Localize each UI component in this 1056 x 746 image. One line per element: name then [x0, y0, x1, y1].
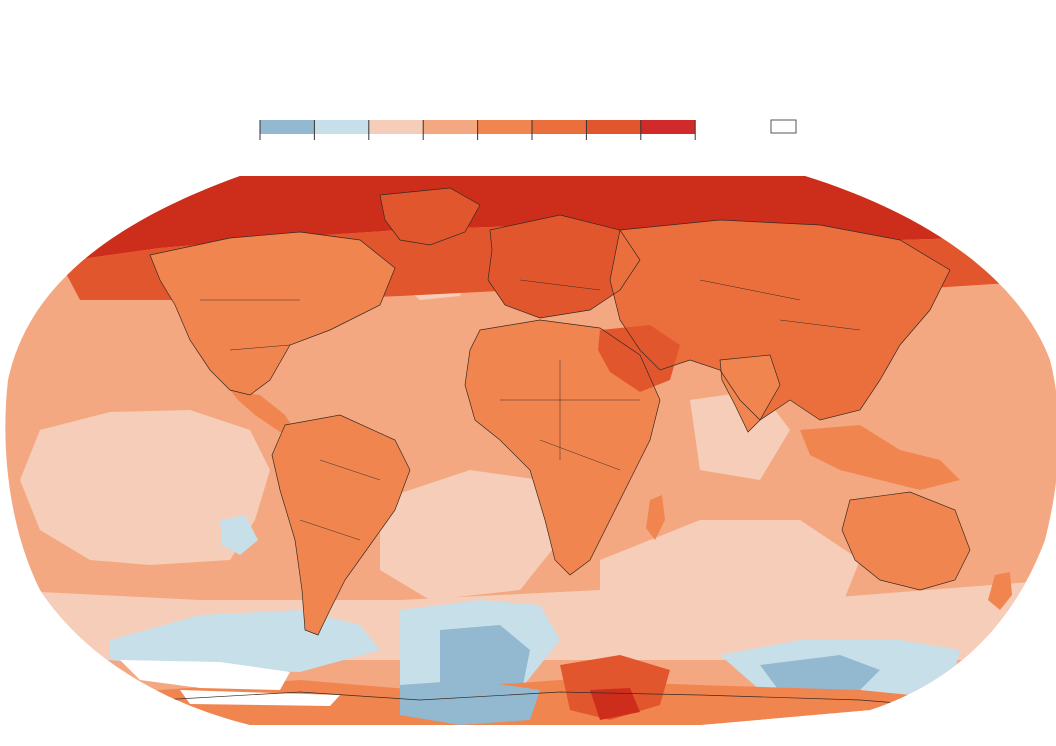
legend-color-scale — [259, 120, 696, 140]
legend-swatch-3 — [368, 120, 424, 134]
cool-pacific-patch — [220, 515, 258, 555]
coast-greenland — [379, 187, 481, 246]
land-central-america — [230, 390, 295, 432]
arctic-hottest — [5, 176, 1056, 270]
mild-pacific — [20, 410, 270, 565]
land-europe — [488, 215, 640, 318]
coastlines — [149, 187, 971, 709]
land-south-america — [272, 415, 410, 635]
land-india — [720, 355, 780, 432]
land-madagascar — [646, 495, 665, 540]
legend — [259, 119, 797, 140]
coast-south-america — [271, 414, 411, 636]
legend-swatch-7 — [586, 120, 641, 134]
no-data-west — [120, 660, 290, 690]
legend-no-data-swatch — [770, 119, 797, 134]
border-lines — [200, 279, 861, 541]
no-data-strip — [180, 690, 340, 706]
land-africa — [465, 320, 660, 575]
cold-ross — [760, 655, 880, 692]
land-middle-east — [598, 325, 680, 392]
land-australia — [842, 492, 970, 590]
coast-africa — [464, 319, 661, 576]
legend-swatch-6 — [532, 120, 587, 134]
legend-swatch-1 — [260, 120, 315, 134]
land-north-america — [150, 232, 395, 395]
map-fill — [5, 176, 1056, 725]
coast-europe — [487, 214, 641, 319]
land-southeast-asia — [800, 425, 960, 490]
legend-swatch-2 — [314, 120, 369, 134]
coast-india — [719, 354, 781, 433]
legend-swatch-8 — [640, 120, 696, 134]
land-new-zealand — [988, 572, 1012, 610]
antarctica-hot — [560, 655, 670, 720]
coast-north-america — [149, 231, 396, 396]
legend-swatch-4 — [423, 120, 478, 134]
antarctica-cold — [400, 680, 540, 725]
antarctica-hottest — [590, 688, 640, 720]
coast-antarctica — [159, 691, 961, 709]
mild-south-atlantic — [380, 470, 560, 600]
coast-australia — [841, 491, 971, 591]
land-greenland — [380, 188, 480, 245]
coast-asia — [609, 219, 951, 421]
legend-swatch-5 — [477, 120, 532, 134]
